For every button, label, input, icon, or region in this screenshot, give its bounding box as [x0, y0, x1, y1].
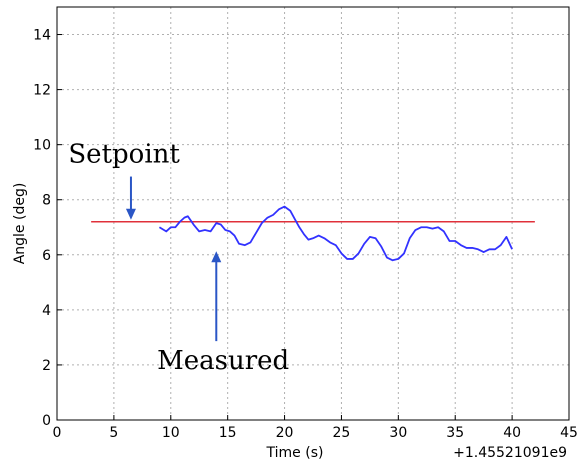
- annotation-label: Measured: [157, 346, 289, 376]
- y-tick-label: 14: [33, 28, 51, 44]
- y-axis-label: Angle (deg): [12, 183, 28, 265]
- x-tick-label: 5: [109, 425, 118, 441]
- x-tick-label: 20: [276, 425, 294, 441]
- x-tick-label: 0: [53, 425, 62, 441]
- ticks: 0 5 10 15 20 25 30 35 40 45 0 2 4 6 8 10 12 14: [33, 28, 578, 441]
- plot-frame: [56, 6, 570, 421]
- x-axis-label: Time (s): [266, 445, 324, 461]
- y-tick-label: 10: [33, 138, 51, 154]
- y-tick-label: 12: [33, 83, 51, 99]
- x-tick-label: 45: [560, 425, 578, 441]
- x-tick-label: 40: [503, 425, 521, 441]
- y-tick-label: 6: [42, 248, 51, 264]
- x-tick-label: 35: [446, 425, 464, 441]
- annotation-arrow-head: [125, 208, 136, 220]
- annotation-arrow-head: [211, 251, 222, 263]
- y-tick-label: 0: [42, 413, 51, 429]
- y-tick-label: 2: [42, 358, 51, 374]
- measured-line: [158, 205, 513, 262]
- x-tick-label: 10: [162, 425, 180, 441]
- x-offset-label: +1.45521091e9: [453, 445, 567, 461]
- annotation-label: Setpoint: [68, 140, 180, 170]
- annotations: Setpoint Measured: [68, 140, 289, 376]
- y-tick-label: 4: [42, 303, 51, 319]
- x-tick-label: 15: [219, 425, 237, 441]
- x-tick-label: 25: [333, 425, 351, 441]
- series: [91, 205, 535, 262]
- x-tick-label: 30: [389, 425, 407, 441]
- y-tick-label: 8: [42, 193, 51, 209]
